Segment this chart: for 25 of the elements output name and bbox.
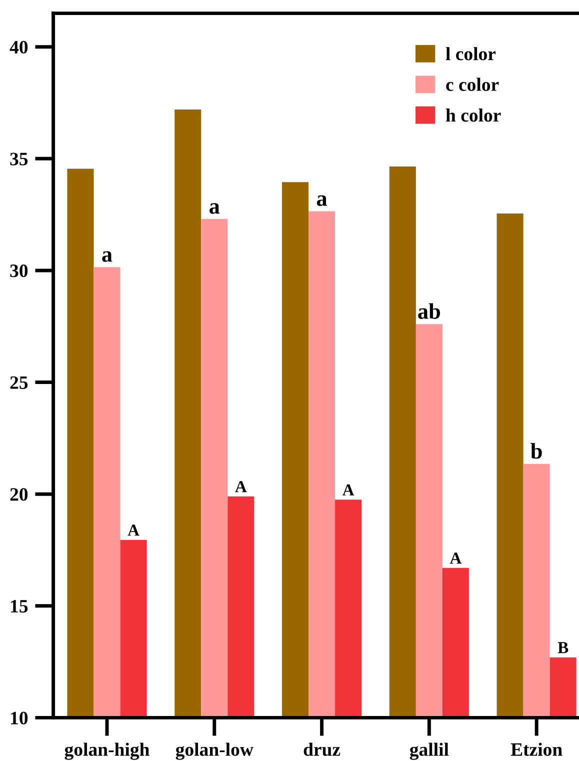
data-label: a (316, 195, 328, 206)
y-tick-label: 25 (10, 376, 28, 389)
x-tick-label: golan-high (64, 742, 150, 760)
legend-label: l color (446, 47, 496, 60)
data-label: A (128, 524, 140, 536)
x-tick-label: druz (304, 742, 340, 756)
legend-label: c color (446, 78, 499, 91)
y-tick-label: 35 (10, 152, 28, 166)
x-tick-label: golan-low (176, 742, 254, 760)
data-label: a (102, 251, 112, 262)
y-tick-label: 30 (10, 264, 28, 278)
data-label: A (235, 481, 247, 492)
data-label: ab (418, 303, 440, 319)
x-tick-label: Etzion (510, 742, 562, 756)
y-tick-label: 20 (10, 488, 28, 501)
data-label: A (342, 484, 354, 496)
data-label: b (530, 443, 542, 459)
data-label: A (450, 552, 462, 564)
data-label: a (210, 203, 220, 214)
y-tick-label: 40 (10, 40, 28, 54)
data-label: B (558, 642, 568, 654)
legend-label: h color (446, 108, 501, 122)
y-tick-label: 15 (11, 600, 28, 613)
y-tick-label: 10 (11, 712, 28, 724)
x-tick-label: gallil (410, 742, 449, 760)
